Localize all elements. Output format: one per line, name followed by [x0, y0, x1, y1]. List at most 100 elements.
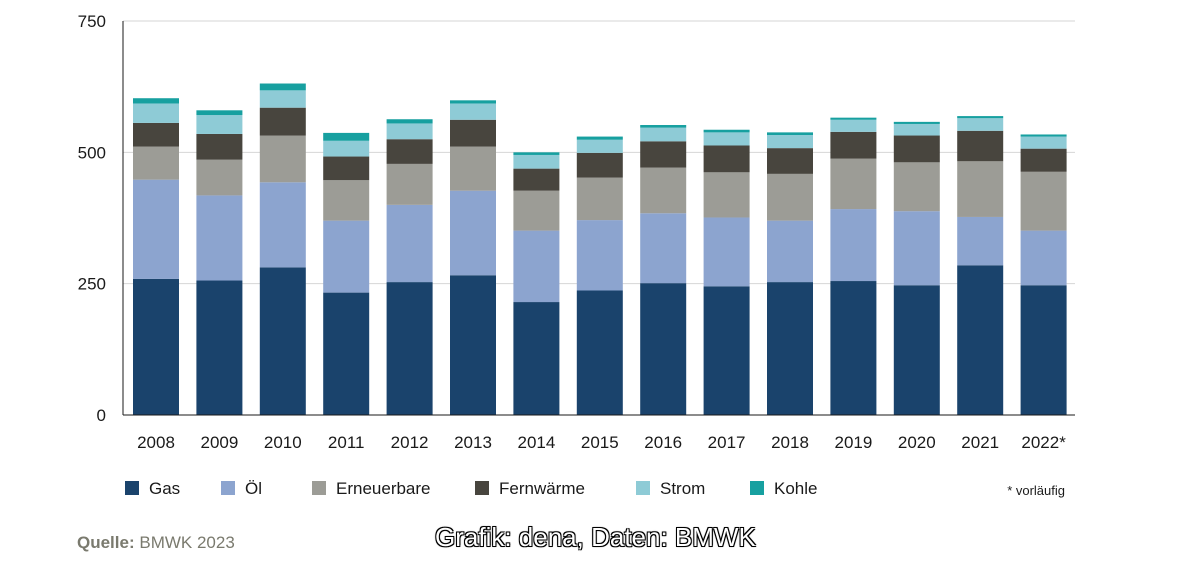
- bar-segment-strom: [513, 154, 560, 169]
- legend-label-fernwärme: Fernwärme: [499, 479, 585, 498]
- bar-segment-kohle: [513, 152, 560, 155]
- x-tick-label: 2014: [517, 433, 555, 452]
- bar-segment-öl: [767, 220, 813, 283]
- legend-swatch-gas: [125, 481, 139, 495]
- source-label: Quelle:: [77, 533, 135, 552]
- bar-segment-öl: [133, 179, 179, 279]
- bar-segment-fernwärme: [196, 133, 243, 160]
- bar-segment-gas: [576, 290, 623, 415]
- bar-segment-kohle: [830, 117, 877, 120]
- bar-segment-strom: [893, 123, 940, 136]
- bar-segment-fernwärme: [386, 139, 433, 164]
- bar-segment-öl: [450, 190, 496, 276]
- legend-label-strom: Strom: [660, 479, 705, 498]
- bar-segment-kohle: [386, 119, 433, 124]
- credit-overlay: Grafik: dena, Daten: BMWK: [435, 522, 756, 552]
- bar-segment-gas: [1020, 285, 1067, 415]
- legend-label-kohle: Kohle: [774, 479, 817, 498]
- bar-segment-erneuerbare: [386, 163, 433, 205]
- bar-segment-erneuerbare: [830, 158, 877, 210]
- legend-swatch-fernwärme: [475, 481, 489, 495]
- bar-segment-fernwärme: [957, 130, 1004, 162]
- y-tick-label: 250: [78, 275, 106, 294]
- x-tick-label: 2017: [708, 433, 746, 452]
- bar-segment-gas: [513, 302, 560, 415]
- bar-segment-fernwärme: [703, 145, 750, 173]
- x-tick-label: 2020: [898, 433, 936, 452]
- bar-segment-fernwärme: [576, 152, 623, 178]
- bar-segment-erneuerbare: [196, 159, 243, 196]
- legend-swatch-erneuerbare: [312, 481, 326, 495]
- bar-segment-öl: [196, 195, 243, 281]
- bar-segment-öl: [386, 204, 433, 283]
- bar-segment-strom: [1020, 136, 1067, 149]
- bar-segment-kohle: [576, 136, 623, 140]
- bar-segment-strom: [957, 118, 1004, 131]
- y-tick-label: 0: [97, 406, 106, 425]
- x-tick-label: 2016: [644, 433, 682, 452]
- x-tick-label: 2011: [328, 433, 365, 452]
- bar-segment-kohle: [133, 98, 179, 104]
- bar-segment-kohle: [323, 132, 370, 141]
- bar-segment-fernwärme: [259, 107, 306, 136]
- x-tick-label: 2012: [391, 433, 429, 452]
- bar-segment-gas: [259, 267, 306, 415]
- bar-segment-öl: [259, 182, 306, 268]
- source-line: Quelle: BMWK 2023: [77, 533, 235, 553]
- bar-segment-strom: [259, 90, 306, 108]
- bars: [133, 83, 1067, 415]
- bar-segment-öl: [830, 209, 877, 282]
- bar-segment-strom: [640, 127, 687, 142]
- bar-segment-gas: [450, 275, 496, 415]
- bar-segment-kohle: [196, 110, 243, 116]
- x-tick-label: 2021: [961, 433, 999, 452]
- bar-segment-fernwärme: [830, 131, 877, 159]
- bar-segment-erneuerbare: [323, 180, 370, 221]
- legend-swatch-öl: [221, 481, 235, 495]
- x-tick-label: 2013: [454, 433, 492, 452]
- bar-segment-gas: [196, 280, 243, 415]
- bar-segment-kohle: [957, 116, 1004, 119]
- bar-segment-strom: [196, 115, 243, 134]
- bar-segment-fernwärme: [323, 156, 370, 181]
- bar-segment-kohle: [703, 129, 750, 133]
- bar-segment-gas: [640, 283, 687, 415]
- bar-segment-fernwärme: [767, 148, 813, 174]
- legend-swatch-kohle: [750, 481, 764, 495]
- bar-segment-kohle: [450, 100, 496, 104]
- preliminary-note: * vorläufig: [1007, 483, 1065, 498]
- bar-segment-erneuerbare: [259, 135, 306, 183]
- bar-segment-fernwärme: [640, 141, 687, 168]
- bar-segment-kohle: [893, 121, 940, 124]
- y-tick-label: 750: [78, 12, 106, 31]
- legend-label-gas: Gas: [149, 479, 180, 498]
- legend-label-erneuerbare: Erneuerbare: [336, 479, 431, 498]
- bar-segment-gas: [386, 282, 433, 415]
- bar-segment-erneuerbare: [767, 173, 813, 221]
- bar-segment-erneuerbare: [576, 177, 623, 221]
- bar-segment-strom: [830, 119, 877, 132]
- bar-segment-erneuerbare: [957, 161, 1004, 217]
- bar-segment-erneuerbare: [450, 146, 496, 191]
- bar-segment-strom: [386, 123, 433, 140]
- x-tick-label: 2009: [200, 433, 238, 452]
- bar-segment-fernwärme: [450, 119, 496, 147]
- bar-segment-gas: [830, 281, 877, 415]
- x-tick-label: 2022*: [1021, 433, 1066, 452]
- bar-segment-gas: [323, 292, 370, 415]
- bar-segment-öl: [323, 220, 370, 293]
- bar-segment-strom: [703, 132, 750, 146]
- bar-segment-kohle: [767, 132, 813, 135]
- bar-segment-kohle: [640, 125, 687, 128]
- bar-segment-öl: [893, 211, 940, 286]
- bar-segment-strom: [767, 134, 813, 149]
- x-tick-label: 2019: [834, 433, 872, 452]
- legend-swatch-strom: [636, 481, 650, 495]
- legend: Gas Öl Erneuerbare Fernwärme Strom Kohle: [125, 479, 817, 498]
- bar-segment-erneuerbare: [893, 162, 940, 212]
- x-tick-label: 2018: [771, 433, 809, 452]
- bar-segment-öl: [957, 216, 1004, 266]
- bar-segment-öl: [640, 213, 687, 284]
- bar-segment-gas: [767, 282, 813, 415]
